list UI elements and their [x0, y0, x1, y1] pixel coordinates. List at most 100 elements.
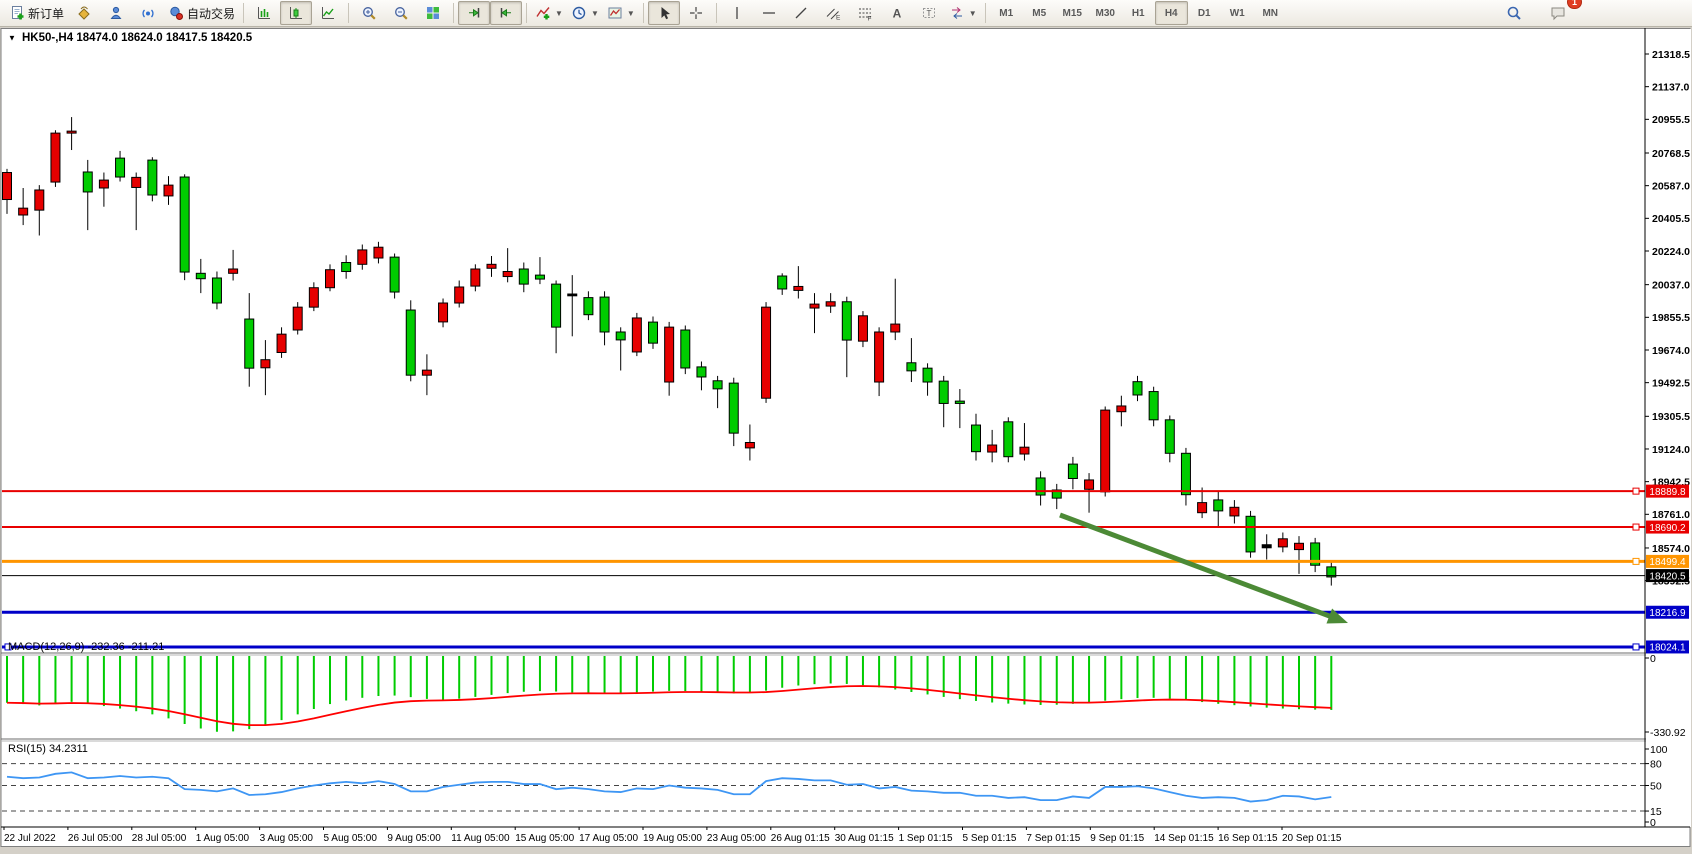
signal-button[interactable] — [132, 1, 164, 25]
line-chart-button[interactable] — [312, 1, 344, 25]
time-tick: 7 Sep 01:15 — [1026, 833, 1080, 844]
bucket-icon — [78, 6, 90, 20]
price-level-badge: 18889.8 — [1649, 487, 1686, 498]
price-chart[interactable]: MACD(12,26,9) -232.36 -211.21 RSI(15) 34.… — [0, 27, 1692, 848]
indicator-plus-icon — [536, 7, 550, 20]
trendline-button[interactable] — [785, 1, 817, 25]
bar-chart-button[interactable] — [248, 1, 280, 25]
cursor-icon — [661, 7, 670, 20]
timeframe-w1-button[interactable]: W1 — [1229, 7, 1245, 19]
time-tick: 23 Aug 05:00 — [707, 833, 766, 844]
price-tick: 20955.5 — [1652, 114, 1690, 126]
tile-windows-button[interactable] — [417, 1, 449, 25]
time-tick: 1 Sep 01:15 — [899, 833, 953, 844]
search-button[interactable] — [1498, 1, 1530, 25]
shift-end-icon — [469, 8, 480, 18]
timeframe-mn-button[interactable]: MN — [1262, 7, 1278, 19]
line-handle[interactable] — [1632, 643, 1640, 651]
clock-icon — [572, 6, 586, 20]
price-tick: 21137.0 — [1652, 81, 1690, 93]
new-order-button[interactable]: 新订单 — [5, 1, 68, 25]
bar-chart-icon — [258, 7, 271, 19]
time-tick: 9 Aug 05:00 — [387, 833, 441, 844]
timeframe-m15-button[interactable]: M15 — [1062, 7, 1082, 19]
macd-label: MACD(12,26,9) -232.36 -211.21 — [8, 641, 164, 653]
price-tick: 19855.5 — [1652, 312, 1690, 324]
timeframe-m5-button[interactable]: M5 — [1032, 7, 1047, 19]
cursor-button[interactable] — [647, 1, 680, 25]
channel-button[interactable]: E — [817, 1, 849, 25]
styles-bucket-button[interactable] — [68, 1, 100, 25]
time-tick: 16 Sep 01:15 — [1218, 833, 1278, 844]
indicators-button[interactable]: ▼ — [531, 1, 567, 25]
rsi-axis-tick: 80 — [1650, 758, 1662, 770]
chart-title: HK50-,H4 18474.0 18624.0 18417.5 18420.5 — [22, 32, 253, 44]
zoom-out-button[interactable] — [385, 1, 417, 25]
toolbar-separator — [243, 3, 245, 23]
candle-chart-icon — [290, 7, 303, 19]
rsi-label: RSI(15) 34.2311 — [8, 743, 88, 755]
price-tick: 19124.0 — [1652, 444, 1690, 456]
toolbar-separator — [715, 3, 717, 23]
auto-scroll-button[interactable] — [458, 1, 491, 25]
chart-shift-button[interactable] — [490, 1, 523, 25]
symbol-dropdown-icon[interactable]: ▼ — [8, 34, 16, 43]
trendline-icon — [795, 7, 807, 19]
arrows-button[interactable]: ▼ — [945, 1, 981, 25]
svg-text:A: A — [892, 7, 901, 21]
vertical-line-button[interactable] — [721, 1, 753, 25]
trend-arrow[interactable] — [1059, 512, 1338, 622]
zoom-in-icon — [363, 7, 376, 20]
price-level-badge: 18499.4 — [1649, 557, 1686, 568]
candle-chart-button[interactable] — [280, 1, 313, 25]
profile-button[interactable] — [100, 1, 132, 25]
textA-icon: A — [892, 7, 901, 21]
channel-icon: E — [826, 8, 841, 21]
line-handle[interactable] — [1632, 487, 1640, 495]
line-handle[interactable] — [1632, 523, 1640, 531]
auto-trading-button[interactable]: 自动交易 — [164, 1, 239, 25]
price-level-badge: 18216.9 — [1649, 608, 1686, 619]
price-tick: 19305.5 — [1652, 411, 1690, 423]
robot-icon — [170, 6, 184, 20]
timeframe-m1-button[interactable]: M1 — [999, 7, 1014, 19]
timeframe-h4-button[interactable]: H4 — [1154, 1, 1188, 25]
line-handle[interactable] — [1632, 557, 1640, 565]
templates-button[interactable]: ▼ — [603, 1, 639, 25]
text-button[interactable]: A — [881, 1, 913, 25]
dropdown-caret-icon: ▼ — [968, 8, 977, 18]
time-tick: 11 Aug 05:00 — [451, 833, 510, 844]
timeframe-d1-button[interactable]: D1 — [1197, 7, 1211, 19]
text-label-button[interactable]: T — [913, 1, 945, 25]
chart-window: MACD(12,26,9) -232.36 -211.21 RSI(15) 34.… — [0, 27, 1692, 848]
timeframe-m30-button[interactable]: M30 — [1095, 7, 1115, 19]
horizontal-line-button[interactable] — [753, 1, 785, 25]
time-tick: 20 Sep 01:15 — [1282, 833, 1342, 844]
time-tick: 28 Jul 05:00 — [132, 833, 187, 844]
toolbar-right-group: 1 — [1498, 0, 1582, 25]
person-icon — [110, 6, 122, 19]
price-tick: 20587.0 — [1652, 180, 1690, 192]
toolbar-separator — [348, 3, 350, 23]
notifications-button[interactable]: 1 — [1542, 0, 1582, 25]
price-tick: 20405.5 — [1652, 213, 1690, 225]
price-tick: 18574.0 — [1652, 543, 1690, 555]
rsi-axis-tick: 100 — [1650, 744, 1668, 756]
time-tick: 15 Aug 05:00 — [515, 833, 574, 844]
time-tick: 30 Aug 01:15 — [835, 833, 894, 844]
crosshair-button[interactable] — [680, 1, 712, 25]
zoom-in-button[interactable] — [353, 1, 385, 25]
time-tick: 22 Jul 2022 — [4, 833, 56, 844]
rsi-axis-tick: 0 — [1650, 817, 1656, 829]
time-tick: 5 Aug 05:00 — [324, 833, 378, 844]
fibonacci-button[interactable]: F — [849, 1, 881, 25]
line-handle[interactable] — [4, 643, 12, 651]
vline-icon — [736, 7, 738, 19]
periods-button[interactable]: ▼ — [567, 1, 603, 25]
shift-step-icon — [500, 8, 512, 18]
timeframe-h1-button[interactable]: H1 — [1131, 7, 1145, 19]
price-tick: 19674.0 — [1652, 345, 1690, 357]
labelT-icon: T — [922, 8, 935, 18]
price-level-badge: 18690.2 — [1649, 523, 1686, 534]
rsi-axis-tick: 15 — [1650, 806, 1662, 818]
